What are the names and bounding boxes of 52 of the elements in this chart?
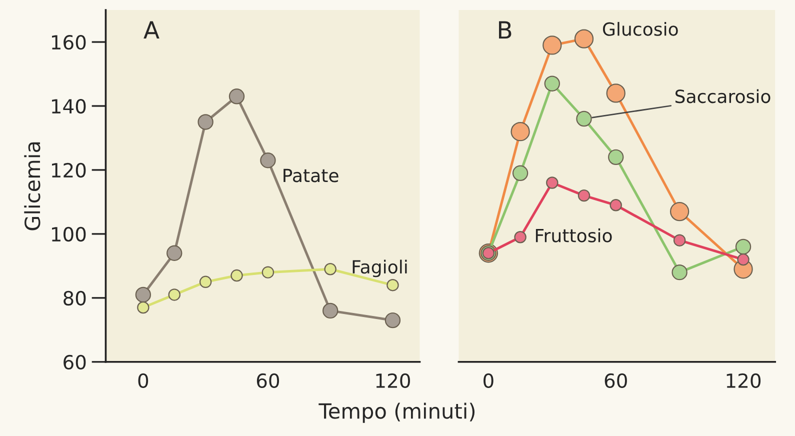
point: [574, 29, 594, 48]
y-axis-title: Glicemia: [24, 142, 40, 230]
series-label: Fruttosio: [536, 228, 612, 242]
point: [322, 302, 338, 319]
point: [673, 234, 686, 246]
point: [576, 110, 592, 127]
point: [735, 238, 752, 255]
point: [199, 276, 212, 288]
point: [324, 263, 336, 276]
y-tick-label: 60: [64, 354, 86, 370]
series-label: Patate: [284, 168, 338, 182]
point: [542, 36, 562, 55]
y-tick-label: 160: [52, 34, 86, 50]
point: [168, 288, 180, 301]
x-tick-label: 60: [256, 373, 280, 388]
point: [512, 165, 528, 182]
point: [514, 231, 526, 244]
x-tick-label: 60: [604, 373, 627, 388]
point: [166, 245, 182, 261]
x-tick-label: 0: [484, 373, 494, 388]
point: [198, 114, 214, 130]
point: [137, 301, 150, 314]
y-tick-label: 120: [52, 162, 86, 178]
point: [737, 253, 750, 266]
x-axis-title: Tempo (minuti): [318, 402, 475, 423]
point: [544, 76, 560, 92]
point: [546, 176, 558, 189]
x-tick-label: 0: [138, 373, 148, 388]
point: [260, 152, 276, 168]
y-tick-label: 140: [52, 98, 86, 114]
series-label: Glucosio: [602, 22, 678, 36]
chart-title: A: [144, 21, 160, 39]
point: [578, 189, 590, 202]
y-tick-label: 80: [64, 290, 86, 306]
point: [135, 286, 152, 303]
text: Saccarosio: [675, 89, 770, 104]
series-label: Fagioli: [352, 260, 407, 278]
point: [386, 279, 399, 292]
chart-title: B: [499, 21, 512, 39]
x-tick-label: 120: [376, 373, 410, 388]
y-tick-label: 100: [52, 226, 86, 242]
x-tick-label: 120: [726, 373, 761, 388]
point: [610, 199, 622, 212]
point: [510, 122, 530, 142]
point: [670, 202, 690, 222]
point: [608, 149, 624, 166]
point: [606, 84, 626, 103]
point: [230, 269, 243, 282]
point: [262, 266, 274, 278]
point: [384, 312, 401, 328]
point: [228, 88, 245, 104]
point: [672, 264, 688, 280]
